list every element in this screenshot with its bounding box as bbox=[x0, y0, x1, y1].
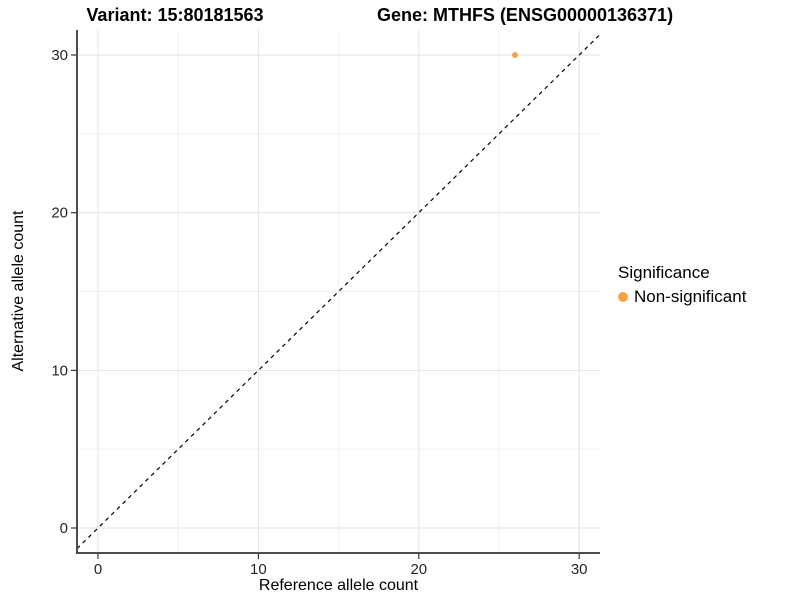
y-tick-label: 20 bbox=[51, 205, 68, 222]
legend-item-non-significant: Non-significant bbox=[618, 287, 746, 307]
y-tick-label: 30 bbox=[51, 47, 68, 64]
plot-title-gene: Gene: MTHFS (ENSG00000136371) bbox=[376, 5, 674, 25]
x-tick-label: 0 bbox=[94, 561, 102, 578]
x-tick-label: 30 bbox=[571, 561, 588, 578]
legend-item-label: Non-significant bbox=[634, 287, 747, 306]
y-axis-label: Alternative allele count bbox=[10, 210, 27, 372]
legend-circle-marker-icon bbox=[618, 292, 628, 302]
plot-title-variant: Variant: 15:80181563 bbox=[86, 5, 264, 25]
y-tick-label: 0 bbox=[60, 520, 68, 537]
identity-dashed-line bbox=[76, 34, 601, 550]
x-tick-label: 10 bbox=[250, 561, 267, 578]
x-tick-label: 20 bbox=[410, 561, 427, 578]
y-tick-label: 10 bbox=[51, 362, 68, 379]
data-point bbox=[512, 52, 519, 58]
legend-title: Significance bbox=[618, 263, 710, 282]
x-axis-label: Reference allele count bbox=[258, 577, 419, 594]
legend: Significance Non-significant bbox=[618, 263, 746, 307]
